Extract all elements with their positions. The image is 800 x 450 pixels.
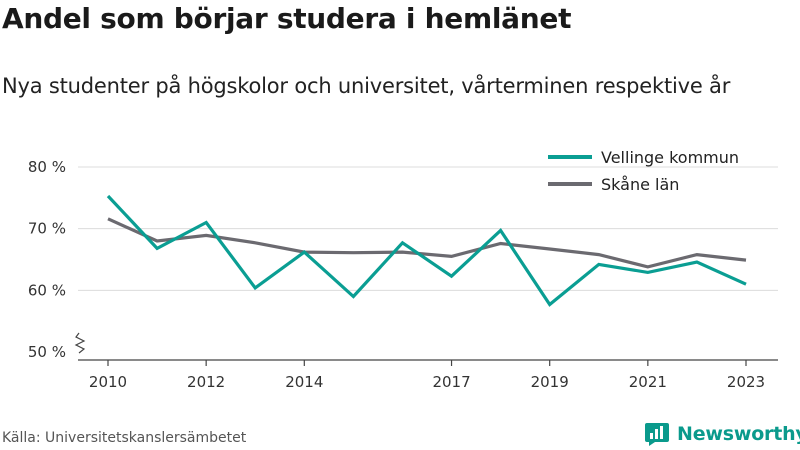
brand-logo: Newsworthy: [644, 421, 800, 447]
x-tick-label: 2021: [629, 373, 667, 391]
y-tick-label: 60 %: [28, 281, 66, 299]
chart-subtitle: Nya studenter på högskolor och universit…: [2, 74, 731, 98]
legend-vellinge-label: Vellinge kommun: [601, 148, 739, 167]
x-tick-label: 2014: [285, 373, 323, 391]
y-axis-break-mark: [74, 332, 86, 354]
y-tick-label: 50 %: [28, 343, 66, 361]
chart-title: Andel som börjar studera i hemlänet: [2, 2, 572, 35]
source-note: Källa: Universitetskanslersämbetet: [2, 430, 247, 446]
newsworthy-logo-icon: [645, 423, 669, 446]
line-chart: 50 % 60 % 70 % 80 % 2010 2012 2014 2017 2019 2021…: [28, 148, 778, 391]
brand-name: Newsworthy: [677, 423, 800, 445]
x-tick-label: 2023: [727, 373, 765, 391]
series-line-vellinge: [106, 194, 747, 307]
legend-skane-label: Skåne län: [601, 175, 679, 194]
x-tick-label: 2019: [531, 373, 569, 391]
y-tick-label: 70 %: [28, 220, 66, 238]
x-tick-label: 2017: [432, 373, 470, 391]
x-tick-label: 2010: [89, 373, 127, 391]
x-tick-label: 2012: [187, 373, 225, 391]
series-line-skane: [107, 217, 747, 269]
y-tick-label: 80 %: [28, 158, 66, 176]
